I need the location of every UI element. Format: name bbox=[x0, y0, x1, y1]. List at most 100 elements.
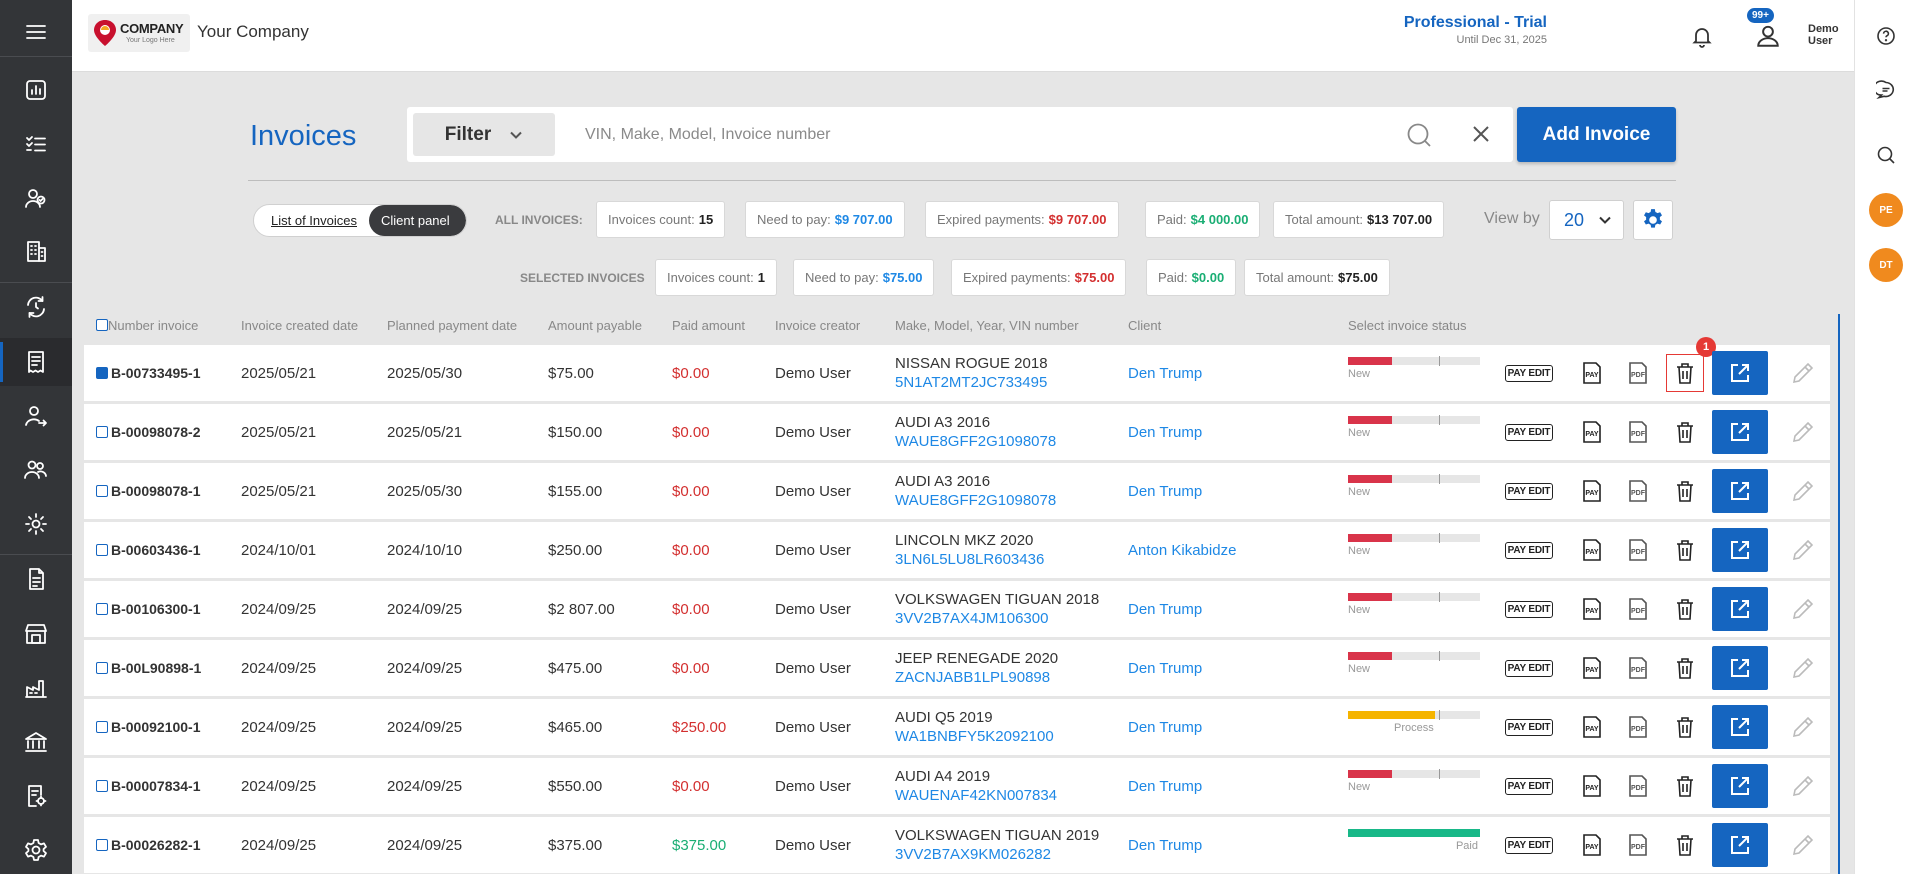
chat-button[interactable] bbox=[1855, 70, 1916, 110]
pdf-button[interactable]: PDF bbox=[1625, 416, 1651, 448]
client-link[interactable]: Den Trump bbox=[1128, 364, 1203, 382]
open-invoice-button[interactable] bbox=[1712, 587, 1768, 631]
client-link[interactable]: Den Trump bbox=[1128, 659, 1203, 677]
row-checkbox[interactable] bbox=[96, 426, 108, 438]
invoice-number-cell[interactable]: B-00106300-1 bbox=[96, 581, 201, 637]
scrollbar[interactable] bbox=[1838, 314, 1840, 874]
select-all-checkbox[interactable] bbox=[96, 319, 108, 331]
status-selector[interactable]: New bbox=[1348, 533, 1480, 566]
sidebar-item-settings[interactable] bbox=[0, 826, 72, 874]
notifications-button[interactable] bbox=[1684, 18, 1720, 54]
sidebar-item-document[interactable] bbox=[0, 555, 72, 603]
table-row[interactable]: B-00092100-1 2024/09/25 2024/09/25 $465.00 $… bbox=[84, 699, 1830, 755]
table-row[interactable]: B-00L90898-1 2024/09/25 2024/09/25 $475.00 $… bbox=[84, 640, 1830, 696]
delete-button[interactable] bbox=[1666, 531, 1704, 569]
delete-button[interactable] bbox=[1666, 826, 1704, 864]
pdf-button[interactable]: PDF bbox=[1625, 829, 1651, 861]
pdf-button[interactable]: PDF bbox=[1625, 770, 1651, 802]
row-checkbox[interactable] bbox=[96, 603, 108, 615]
delete-button[interactable] bbox=[1666, 708, 1704, 746]
open-invoice-button[interactable] bbox=[1712, 528, 1768, 572]
sidebar-item-bank[interactable] bbox=[0, 718, 72, 766]
pay-button[interactable]: PAY bbox=[1579, 770, 1605, 802]
sidebar-item-customers[interactable] bbox=[0, 174, 72, 222]
status-selector[interactable]: New bbox=[1348, 356, 1480, 389]
edit-button[interactable] bbox=[1788, 534, 1818, 566]
edit-button[interactable] bbox=[1788, 829, 1818, 861]
status-selector[interactable]: New bbox=[1348, 651, 1480, 684]
pay-button[interactable]: PAY bbox=[1579, 829, 1605, 861]
invoice-number-cell[interactable]: B-00092100-1 bbox=[96, 699, 201, 755]
pay-edit-button[interactable]: PAY EDIT bbox=[1504, 829, 1554, 861]
row-checkbox[interactable] bbox=[96, 662, 108, 674]
delete-button[interactable] bbox=[1666, 472, 1704, 510]
tab-client-panel[interactable]: Client panel bbox=[369, 205, 466, 236]
search-input[interactable] bbox=[585, 107, 1375, 162]
invoice-number-cell[interactable]: B-00026282-1 bbox=[96, 817, 201, 873]
row-checkbox[interactable] bbox=[96, 544, 108, 556]
vin-link[interactable]: WAUE8GFF2G1098078 bbox=[895, 433, 1057, 450]
clear-search-button[interactable] bbox=[1469, 122, 1495, 148]
sidebar-item-menu[interactable] bbox=[0, 8, 72, 56]
search-submit-button[interactable] bbox=[1405, 121, 1433, 149]
help-button[interactable] bbox=[1855, 16, 1916, 56]
status-selector[interactable]: New bbox=[1348, 415, 1480, 448]
delete-button[interactable] bbox=[1666, 354, 1704, 392]
open-invoice-button[interactable] bbox=[1712, 469, 1768, 513]
sidebar-item-factory[interactable] bbox=[0, 664, 72, 712]
client-link[interactable]: Den Trump bbox=[1128, 836, 1203, 854]
user-name[interactable]: Demo User bbox=[1808, 23, 1839, 47]
vin-link[interactable]: WA1BNBFY5K2092100 bbox=[895, 728, 1054, 745]
sidebar-item-checklist[interactable] bbox=[0, 120, 72, 168]
pay-edit-button[interactable]: PAY EDIT bbox=[1504, 475, 1554, 507]
pdf-button[interactable]: PDF bbox=[1625, 711, 1651, 743]
sidebar-item-store[interactable] bbox=[0, 610, 72, 658]
pay-button[interactable]: PAY bbox=[1579, 593, 1605, 625]
invoice-number-cell[interactable]: B-00733495-1 bbox=[96, 345, 201, 401]
company-logo[interactable]: COMPANY Your Logo Here bbox=[88, 14, 190, 52]
pay-edit-button[interactable]: PAY EDIT bbox=[1504, 357, 1554, 389]
pay-edit-button[interactable]: PAY EDIT bbox=[1504, 593, 1554, 625]
add-invoice-button[interactable]: Add Invoice bbox=[1517, 107, 1676, 162]
sidebar-item-users[interactable] bbox=[0, 446, 72, 494]
sidebar-item-invoice[interactable] bbox=[0, 338, 72, 386]
pay-button[interactable]: PAY bbox=[1579, 416, 1605, 448]
pay-edit-button[interactable]: PAY EDIT bbox=[1504, 770, 1554, 802]
invoice-number-cell[interactable]: B-00007834-1 bbox=[96, 758, 201, 814]
vin-link[interactable]: WAUE8GFF2G1098078 bbox=[895, 492, 1057, 509]
vin-link[interactable]: ZACNJABB1LPL90898 bbox=[895, 669, 1051, 686]
pay-edit-button[interactable]: PAY EDIT bbox=[1504, 534, 1554, 566]
delete-button[interactable] bbox=[1666, 767, 1704, 805]
pay-button[interactable]: PAY bbox=[1579, 357, 1605, 389]
vin-link[interactable]: WAUENAF42KN007834 bbox=[895, 787, 1058, 804]
sidebar-item-user-settings[interactable] bbox=[0, 500, 72, 548]
sidebar-item-refresh-cycle[interactable] bbox=[0, 283, 72, 331]
table-row[interactable]: B-00106300-1 2024/09/25 2024/09/25 $2 807.0… bbox=[84, 581, 1830, 637]
pdf-button[interactable]: PDF bbox=[1625, 534, 1651, 566]
vin-link[interactable]: 3VV2B7AX9KM026282 bbox=[895, 846, 1051, 863]
table-settings-button[interactable] bbox=[1633, 200, 1673, 240]
sidebar-item-user-transfer[interactable] bbox=[0, 392, 72, 440]
client-link[interactable]: Anton Kikabidze bbox=[1128, 541, 1237, 559]
vin-link[interactable]: 3VV2B7AX4JM106300 bbox=[895, 610, 1049, 627]
delete-button[interactable] bbox=[1666, 413, 1704, 451]
table-row[interactable]: B-00007834-1 2024/09/25 2024/09/25 $550.00 $… bbox=[84, 758, 1830, 814]
edit-button[interactable] bbox=[1788, 652, 1818, 684]
table-row[interactable]: B-00733495-1 2025/05/21 2025/05/30 $75.00 $0… bbox=[84, 337, 1830, 401]
edit-button[interactable] bbox=[1788, 770, 1818, 802]
delete-button[interactable] bbox=[1666, 649, 1704, 687]
vin-link[interactable]: 5N1AT2MT2JC733495 bbox=[895, 374, 1048, 391]
invoice-number-cell[interactable]: B-00098078-1 bbox=[96, 463, 201, 519]
filter-dropdown[interactable]: Filter bbox=[413, 113, 555, 156]
user-menu-button[interactable] bbox=[1748, 16, 1788, 56]
edit-button[interactable] bbox=[1788, 357, 1818, 389]
pay-edit-button[interactable]: PAY EDIT bbox=[1504, 652, 1554, 684]
plan-info[interactable]: Professional - Trial Until Dec 31, 2025 bbox=[1377, 14, 1547, 46]
open-invoice-button[interactable] bbox=[1712, 705, 1768, 749]
client-link[interactable]: Den Trump bbox=[1128, 600, 1203, 618]
avatar-pe[interactable]: PE bbox=[1855, 190, 1916, 230]
side-search-button[interactable] bbox=[1855, 135, 1916, 175]
status-selector[interactable]: Paid bbox=[1348, 829, 1480, 861]
open-invoice-button[interactable] bbox=[1712, 646, 1768, 690]
pay-button[interactable]: PAY bbox=[1579, 711, 1605, 743]
